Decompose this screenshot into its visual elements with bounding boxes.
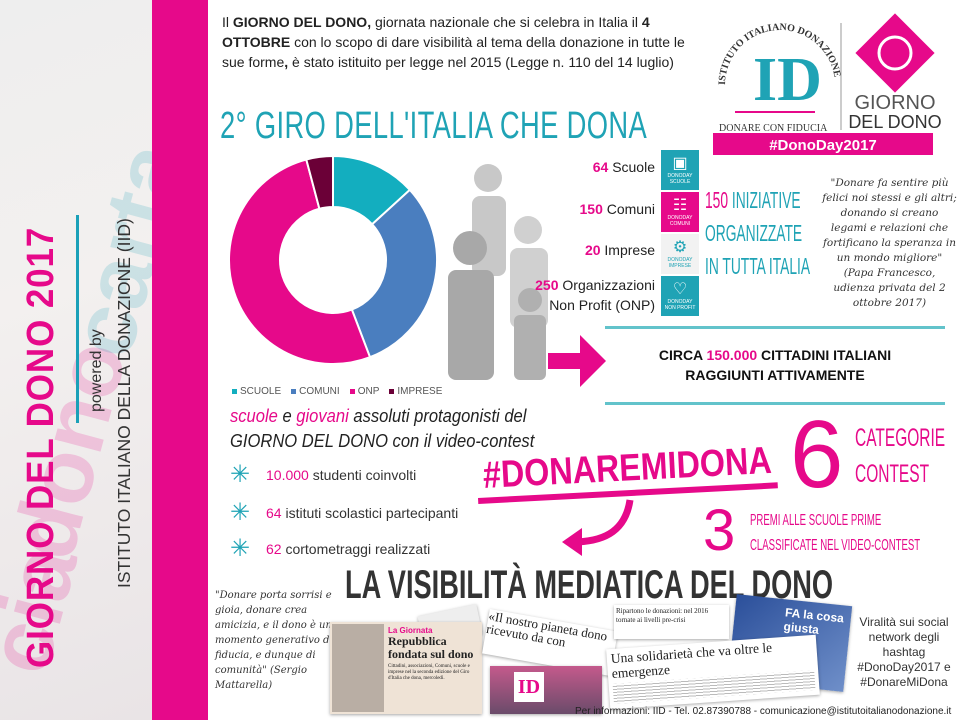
footer-contact: Per informazioni: IID - Tel. 02.87390788… [575, 706, 952, 717]
donut-slice-imprese [305, 154, 334, 210]
people-icon [448, 164, 548, 380]
stat-comuni: 150 Comuni [579, 201, 656, 217]
curved-arrow-icon [562, 499, 634, 556]
svg-text:#DonoDay2017: #DonoDay2017 [769, 137, 877, 154]
bullet-item: ✳ 62 cortometraggi realizzati [229, 535, 431, 562]
divider [76, 215, 79, 423]
heart-icon: ♡ [672, 281, 688, 298]
schools-heading: scuole e giovani assoluti protagonisti d… [230, 406, 535, 451]
left-banner: dono carta cia GIORNO DEL DONO 2017 powe… [0, 0, 152, 720]
categories-label: CATEGORIE CONTEST [855, 424, 946, 488]
logos: ISTITUTO ITALIANO DONAZIONE ID DONARE CO… [705, 5, 955, 155]
stat-onp: 250 Organizzazioni Non Profit (ONP) [535, 277, 655, 313]
photo [332, 624, 384, 712]
pink-stripe [152, 0, 208, 720]
papa-quote: "Donare fa sentire più felici noi stessi… [822, 177, 957, 309]
donut-chart [228, 154, 438, 365]
categories-count: 6 [790, 401, 844, 508]
legend-swatch [389, 388, 395, 394]
mattarella-quote: "Donare porta sorrisi e gioia, donare cr… [215, 590, 333, 691]
gears-icon: ⚙ [672, 239, 688, 256]
asterisk-icon: ✳ [229, 461, 251, 488]
divider [605, 402, 945, 405]
viral-text: Viralità sui social network degli hashta… [857, 615, 951, 689]
institute-name: ISTITUTO ITALIANO DELLA DONAZIONE (IID) [114, 218, 134, 588]
legend-item: IMPRESE [389, 386, 442, 397]
intro-paragraph: Il GIORNO DEL DONO, giornata nazionale c… [222, 14, 685, 70]
gdd-diamond-icon [855, 13, 935, 93]
divider [605, 326, 945, 329]
legend-item: ONP [349, 386, 379, 397]
building-icon: ☷ [672, 197, 688, 214]
section-title: 2° GIRO DELL'ITALIA CHE DONA [220, 105, 648, 147]
sidebar-title: GIORNO DEL DONO 2017 [20, 226, 62, 668]
prizes-label: PREMI ALLE SCUOLE PRIME CLASSIFICATE NEL … [750, 512, 921, 554]
news-clipping: La Giornata Repubblica fondata sul dono … [330, 622, 482, 714]
news-clipping: Ripartono le donazioni: nel 2016 tornate… [614, 605, 729, 639]
tile-imprese: ⚙ DONODAY IMPRESE [661, 234, 699, 274]
tile-scuole: ▣ DONODAY SCUOLE [661, 150, 699, 190]
news-clipping: Una solidarietà che va oltre le emergenz… [606, 634, 820, 710]
svg-text:ID: ID [753, 46, 822, 114]
legend-swatch [349, 388, 355, 394]
stat-scuole: 64 Scuole [592, 159, 655, 175]
tv-screenshot: ID [490, 666, 602, 714]
arrow-right-icon [548, 335, 606, 387]
legend-item: COMUNI [291, 386, 340, 397]
legend-swatch [232, 388, 237, 394]
tile-nonprofit: ♡ DONODAY NON PROFIT [661, 276, 699, 316]
svg-text:GIORNO: GIORNO [854, 92, 935, 114]
svg-text:DEL DONO: DEL DONO [848, 112, 941, 132]
bullet-item: ✳ 64 istituti scolastici partecipanti [229, 499, 459, 526]
initiatives-text: 150 INIZIATIVE ORGANIZZATE IN TUTTA ITALIA [705, 187, 811, 279]
powered-by-label: powered by [88, 329, 105, 412]
iid-logo: ISTITUTO ITALIANO DONAZIONE ID DONARE CO… [713, 13, 942, 155]
legend-item: SCUOLE [232, 386, 281, 397]
asterisk-icon: ✳ [229, 499, 251, 526]
book-icon: ▣ [672, 155, 688, 172]
bullet-item: ✳ 10.000 studenti coinvolti [229, 461, 417, 488]
svg-text:DONARE CON FIDUCIA: DONARE CON FIDUCIA [719, 123, 828, 134]
asterisk-icon: ✳ [229, 535, 251, 562]
reach-text: CIRCA 150.000 CITTADINI ITALIANI RAGGIUNT… [658, 347, 892, 383]
tile-comuni: ☷ DONODAY COMUNI [661, 192, 699, 232]
stat-imprese: 20 Imprese [584, 242, 655, 258]
legend-swatch [291, 388, 297, 394]
chart-legend: SCUOLE COMUNI ONP IMPRESE [232, 386, 442, 397]
prizes-count: 3 [703, 498, 736, 563]
donut-slice-comuni [350, 188, 438, 359]
donut-slice-onp [228, 158, 372, 365]
